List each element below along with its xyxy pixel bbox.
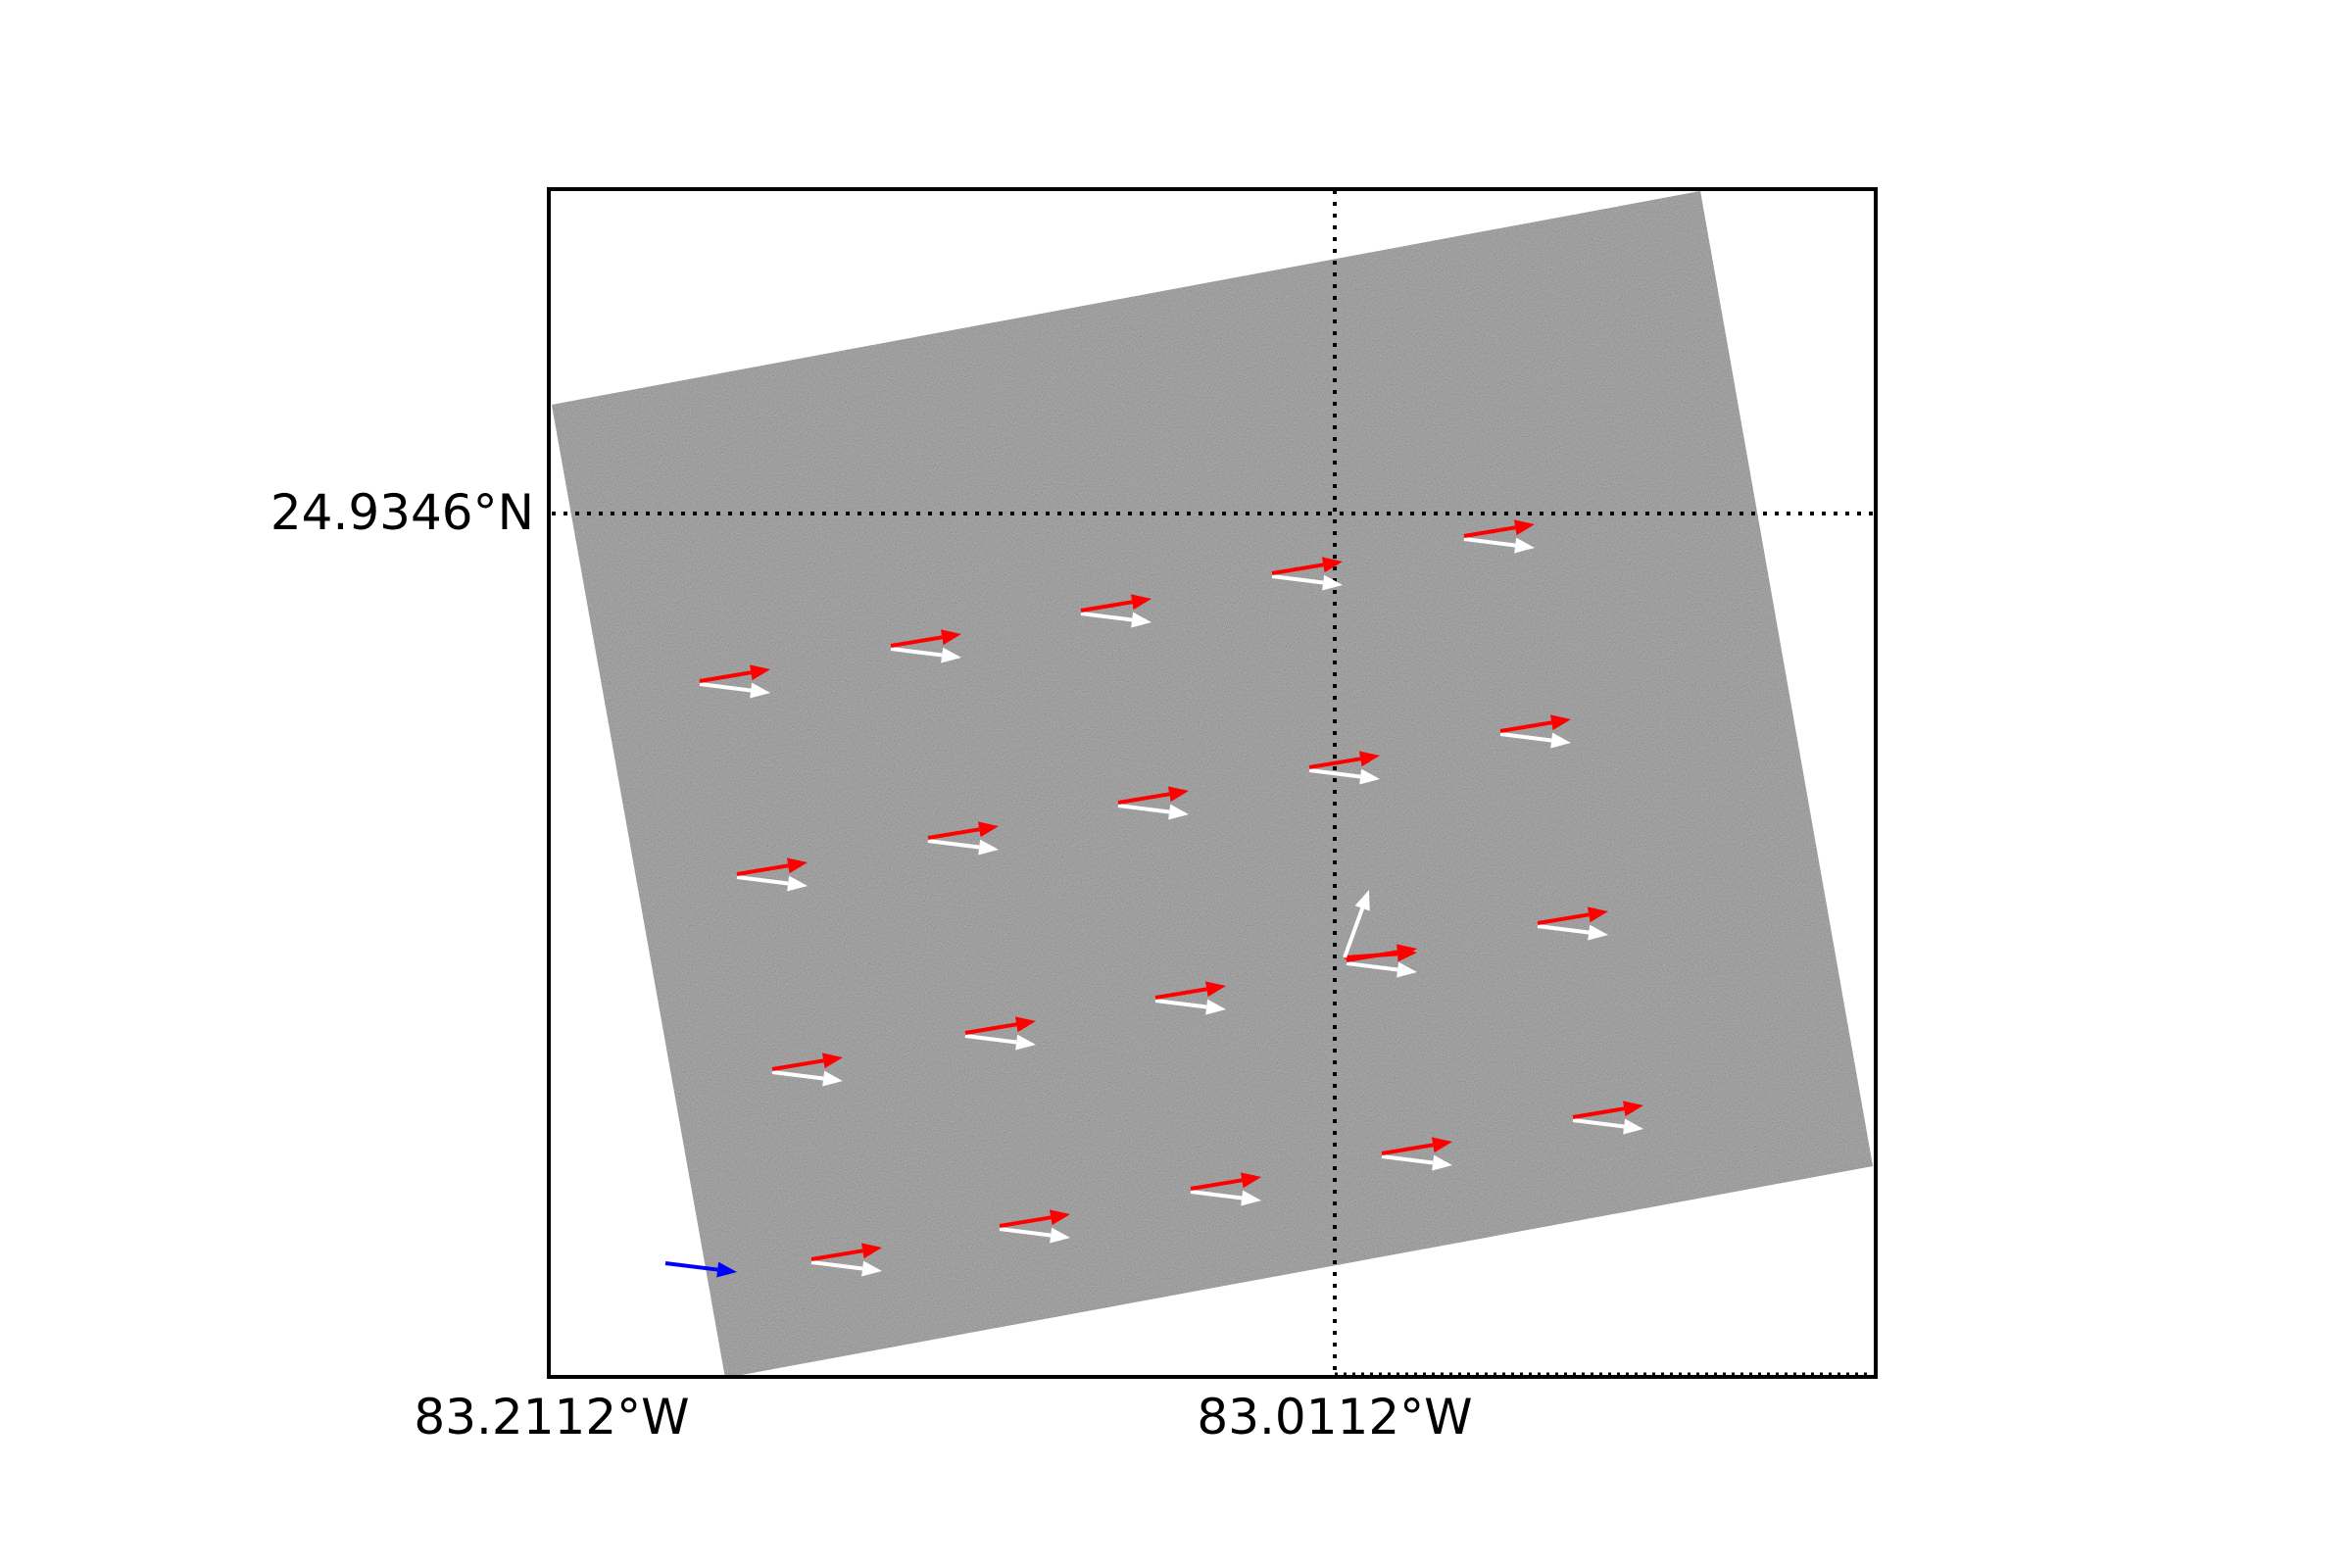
model-wind-arrow <box>1537 906 1608 925</box>
sar-image <box>552 191 1873 1378</box>
model-wind-arrow <box>1190 1172 1261 1191</box>
retrieved-wind-arrow <box>999 1227 1070 1244</box>
model-wind-arrow <box>1271 557 1343 575</box>
retrieved-wind-arrow <box>964 1034 1036 1051</box>
retrieved-wind-arrow <box>1381 1154 1452 1171</box>
lat-tick-label: 24.9346°N <box>270 484 534 541</box>
model-wind-arrow <box>964 1016 1036 1035</box>
retrieved-wind-arrow <box>1463 537 1535 554</box>
retrieved-wind-arrow <box>1154 999 1226 1015</box>
model-wind-arrow <box>771 1053 843 1071</box>
model-wind-arrow <box>1463 519 1535 538</box>
retrieved-wind-arrow <box>1346 961 1417 978</box>
retrieved-wind-arrow <box>1271 574 1343 591</box>
retrieved-wind-arrow <box>1117 804 1189 820</box>
retrieved-wind-arrow <box>736 875 808 892</box>
retrieved-wind-arrow <box>1537 924 1608 941</box>
model-wind-arrow <box>1344 946 1417 962</box>
model-wind-arrow <box>1572 1101 1643 1119</box>
model-wind-arrow <box>810 1243 882 1261</box>
model-wind-arrow <box>890 629 961 648</box>
wind-vector-layer <box>664 519 1643 1278</box>
lon-tick-label-mid: 83.0112°W <box>1197 1389 1472 1446</box>
model-wind-arrow <box>1499 714 1571 733</box>
retrieved-wind-arrow <box>1499 732 1571 749</box>
model-wind-arrow <box>1117 786 1189 805</box>
retrieved-wind-arrow <box>927 839 999 856</box>
model-wind-arrow <box>736 858 808 876</box>
retrieved-wind-arrow <box>699 682 770 699</box>
model-wind-arrow <box>927 821 999 840</box>
retrieved-wind-arrow <box>1308 768 1380 785</box>
lon-tick-label-left: 83.2112°W <box>414 1389 689 1446</box>
retrieved-wind-arrow <box>1080 612 1152 628</box>
model-wind-arrow <box>1080 594 1152 612</box>
retrieved-wind-arrow <box>1190 1190 1261 1206</box>
model-wind-arrow <box>1154 981 1226 1000</box>
retrieved-wind-arrow-anomalous <box>1343 890 1370 958</box>
retrieved-wind-arrow <box>1572 1118 1643 1135</box>
reference-wind-arrow <box>664 1261 737 1278</box>
model-wind-arrow <box>699 664 770 683</box>
retrieved-wind-arrow <box>771 1070 843 1087</box>
model-wind-arrow <box>1308 751 1380 769</box>
retrieved-wind-arrow <box>890 647 961 663</box>
retrieved-wind-arrow <box>810 1260 882 1277</box>
model-wind-arrow <box>999 1209 1070 1228</box>
graticule <box>552 190 1873 1376</box>
map-frame <box>547 187 1878 1379</box>
model-wind-arrow <box>1381 1137 1452 1155</box>
